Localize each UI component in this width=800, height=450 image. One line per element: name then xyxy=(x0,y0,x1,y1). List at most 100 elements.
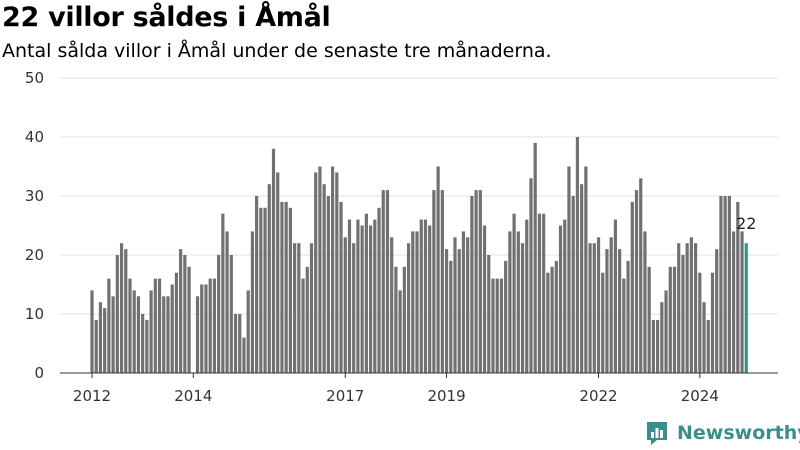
bar xyxy=(364,213,368,373)
bar xyxy=(225,231,229,373)
data-labels: 22 xyxy=(736,214,756,233)
bar xyxy=(453,237,457,373)
bar xyxy=(537,213,542,373)
bar xyxy=(651,319,655,373)
y-tick-label: 40 xyxy=(25,128,44,146)
bar xyxy=(293,243,297,373)
bar xyxy=(440,190,444,373)
bar xyxy=(284,201,288,373)
bar xyxy=(698,272,702,373)
bar xyxy=(567,166,571,373)
bar xyxy=(136,296,141,373)
bar xyxy=(512,213,516,373)
bar xyxy=(124,249,128,373)
bar xyxy=(499,278,504,373)
bar xyxy=(352,243,356,373)
bar xyxy=(596,237,601,373)
bar xyxy=(141,314,145,373)
bar xyxy=(520,243,525,373)
y-tick-label: 20 xyxy=(25,246,44,264)
bar xyxy=(504,260,508,373)
bar xyxy=(271,148,276,373)
bar xyxy=(681,255,685,373)
chart-subtitle: Antal sålda villor i Åmål under de senas… xyxy=(2,40,552,62)
x-tick-label: 2024 xyxy=(681,387,719,405)
bar xyxy=(546,272,550,373)
bar xyxy=(195,296,200,373)
bar xyxy=(656,319,660,373)
bar xyxy=(516,231,520,373)
bar xyxy=(685,243,689,373)
bar xyxy=(246,290,250,373)
bar xyxy=(630,201,634,373)
bar xyxy=(634,190,639,373)
bar xyxy=(719,196,723,373)
bar xyxy=(347,219,352,373)
bar xyxy=(672,266,677,373)
bar xyxy=(115,255,119,373)
bar xyxy=(491,278,495,373)
bar xyxy=(428,225,432,373)
bar xyxy=(204,284,208,373)
bar xyxy=(208,278,212,373)
bar xyxy=(571,196,575,373)
bar xyxy=(200,284,204,373)
bar xyxy=(394,266,398,373)
bar xyxy=(558,225,563,373)
newsworthy-logo-icon xyxy=(647,422,667,445)
bar xyxy=(554,260,558,373)
bar xyxy=(592,243,596,373)
bar-highlight xyxy=(744,243,748,373)
bar xyxy=(132,290,136,373)
bar xyxy=(702,302,706,373)
bar xyxy=(217,255,221,373)
bar xyxy=(444,249,449,373)
bar xyxy=(242,337,246,373)
bar xyxy=(212,278,217,373)
bar xyxy=(343,237,347,373)
y-tick-label: 30 xyxy=(25,187,44,205)
x-tick-label: 2012 xyxy=(73,387,111,405)
bar xyxy=(613,219,617,373)
bar xyxy=(461,231,466,373)
bar xyxy=(166,296,170,373)
bar xyxy=(221,213,225,373)
bar xyxy=(580,184,584,373)
bar xyxy=(449,260,453,373)
bar xyxy=(731,231,736,373)
bar xyxy=(94,319,98,373)
chart-title: 22 villor såldes i Åmål xyxy=(2,2,331,33)
bar xyxy=(314,172,318,373)
bar xyxy=(643,231,647,373)
bar xyxy=(179,249,183,373)
bar xyxy=(288,207,292,373)
bar xyxy=(466,237,470,373)
bar xyxy=(233,314,238,373)
x-tick-label: 2014 xyxy=(174,387,212,405)
bar xyxy=(373,219,377,373)
bar xyxy=(309,243,314,373)
bar xyxy=(715,249,719,373)
bar xyxy=(495,278,499,373)
bar xyxy=(664,290,668,373)
bar xyxy=(98,302,103,373)
bar xyxy=(119,243,124,373)
brand-name: Newsworthy xyxy=(677,422,800,444)
bar xyxy=(415,231,419,373)
x-tick-label: 2017 xyxy=(326,387,364,405)
bar xyxy=(381,190,385,373)
bar xyxy=(322,184,326,373)
bar xyxy=(660,302,664,373)
brand-logo[interactable]: Newsworthy xyxy=(645,420,800,446)
bar xyxy=(301,278,305,373)
bar xyxy=(145,319,149,373)
bar xyxy=(457,249,461,373)
bar xyxy=(326,196,330,373)
bar xyxy=(677,243,681,373)
bar xyxy=(385,190,390,373)
bar xyxy=(162,296,166,373)
bar xyxy=(622,278,626,373)
bar xyxy=(153,278,157,373)
bar xyxy=(238,314,242,373)
